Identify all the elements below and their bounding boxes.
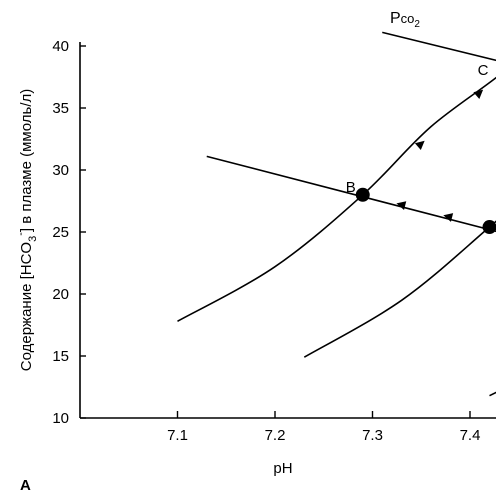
isobar-60 — [177, 76, 496, 322]
y-tick-label: 40 — [52, 38, 69, 55]
y-tick-label: 20 — [52, 286, 69, 303]
y-tick-label: 30 — [52, 162, 69, 179]
point-label-B: B — [346, 179, 356, 196]
panel-label: A — [20, 477, 31, 494]
y-tick-label: 15 — [52, 348, 69, 365]
points-layer — [355, 187, 496, 235]
pco2-title-sub: 2 — [414, 19, 420, 30]
arrow-a-to-b — [396, 201, 407, 210]
y-label-part: Содержание [HCO — [18, 242, 35, 371]
x-tick-label: 7.2 — [265, 427, 286, 444]
point-A — [482, 220, 496, 235]
y-tick-label: 35 — [52, 100, 69, 117]
pco2-title: Pco2 — [390, 10, 420, 30]
y-axis-label: Содержание [HCO3-] в плазме (ммоль/л) — [15, 89, 39, 371]
lines-layer — [177, 31, 496, 397]
y-label-sup: - — [15, 232, 27, 236]
point-B — [355, 187, 370, 202]
buffer-line-2 — [382, 31, 496, 62]
isobar-40 — [303, 220, 496, 358]
y-label-part: ] в плазме (ммоль/л) — [18, 89, 35, 232]
arrow-a-to-b — [443, 213, 454, 222]
x-tick-label: 7.3 — [362, 427, 383, 444]
point-label-C: C — [478, 62, 489, 79]
x-tick-label: 7.1 — [167, 427, 188, 444]
x-axis-label: pH — [273, 460, 292, 477]
buffer-line-1 — [206, 155, 496, 233]
y-tick-label: 10 — [52, 410, 69, 427]
pco2-title-p: P — [390, 10, 401, 27]
arrow-b-to-c — [473, 89, 484, 99]
x-tick-label: 7.4 — [460, 427, 481, 444]
pco2-title-co: co — [401, 11, 415, 26]
y-label-sub: 3 — [27, 236, 39, 242]
arrow-b-to-c — [414, 140, 425, 151]
y-tick-label: 25 — [52, 224, 69, 241]
isobar-20 — [489, 391, 496, 397]
